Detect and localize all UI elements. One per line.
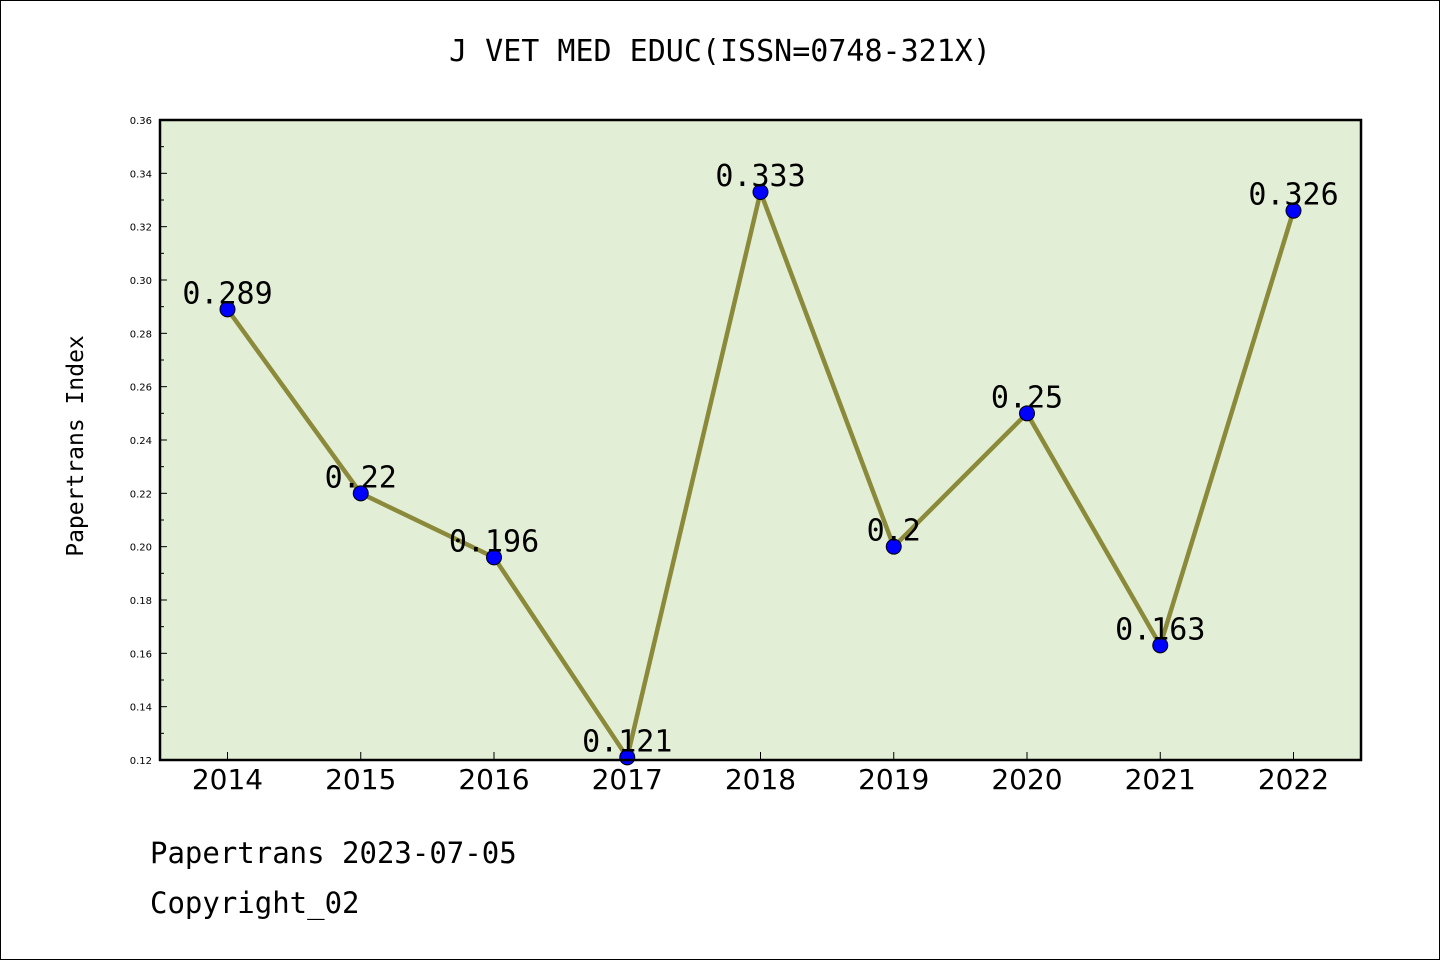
y-tick-label: 0.14 xyxy=(130,703,152,714)
y-tick-label: 0.12 xyxy=(130,756,152,767)
y-tick-label: 0.20 xyxy=(130,543,152,554)
y-tick-label: 0.16 xyxy=(130,649,152,660)
y-tick-label: 0.26 xyxy=(130,383,152,394)
x-tick-label: 2021 xyxy=(1125,763,1196,796)
plot-border xyxy=(158,118,1363,762)
y-tick-label: 0.32 xyxy=(130,223,152,234)
y-tick-label: 0.22 xyxy=(130,489,152,500)
y-tick-label: 0.34 xyxy=(130,169,152,180)
chart-title: J VET MED EDUC(ISSN=0748-321X) xyxy=(449,34,991,69)
y-tick-label: 0.36 xyxy=(130,116,152,127)
x-tick-label: 2019 xyxy=(858,763,929,796)
data-label: 0.25 xyxy=(991,380,1063,415)
y-tick-label: 0.28 xyxy=(130,329,152,340)
data-point xyxy=(752,184,769,200)
data-label: 0.121 xyxy=(582,724,672,759)
x-tick-label: 2016 xyxy=(458,763,529,796)
data-label: 0.22 xyxy=(325,460,397,495)
data-point xyxy=(1019,405,1035,422)
data-label: 0.289 xyxy=(182,276,272,311)
data-point xyxy=(885,538,902,555)
x-tick-label: 2022 xyxy=(1258,763,1329,796)
data-point xyxy=(352,485,369,502)
data-label: 0.163 xyxy=(1115,612,1205,647)
data-label: 0.196 xyxy=(449,524,539,559)
x-tick-label: 2018 xyxy=(725,763,796,796)
data-label: 0.333 xyxy=(715,159,805,194)
x-tick-label: 2017 xyxy=(592,763,663,796)
x-tick-label: 2014 xyxy=(192,763,263,796)
data-point xyxy=(1152,637,1169,654)
data-label: 0.2 xyxy=(867,514,921,549)
y-tick-label: 0.18 xyxy=(130,596,152,607)
data-point xyxy=(219,301,236,318)
footer-copyright: Copyright_02 xyxy=(150,886,360,920)
plot-area xyxy=(160,120,1361,760)
footer-date: Papertrans 2023-07-05 xyxy=(150,836,517,870)
data-point xyxy=(486,549,502,566)
y-tick-label: 0.24 xyxy=(130,436,152,447)
x-tick-label: 2020 xyxy=(991,763,1062,796)
data-label: 0.326 xyxy=(1248,178,1338,213)
x-tick-label: 2015 xyxy=(325,763,396,796)
data-point xyxy=(1285,202,1302,219)
y-tick-label: 0.30 xyxy=(130,276,152,287)
